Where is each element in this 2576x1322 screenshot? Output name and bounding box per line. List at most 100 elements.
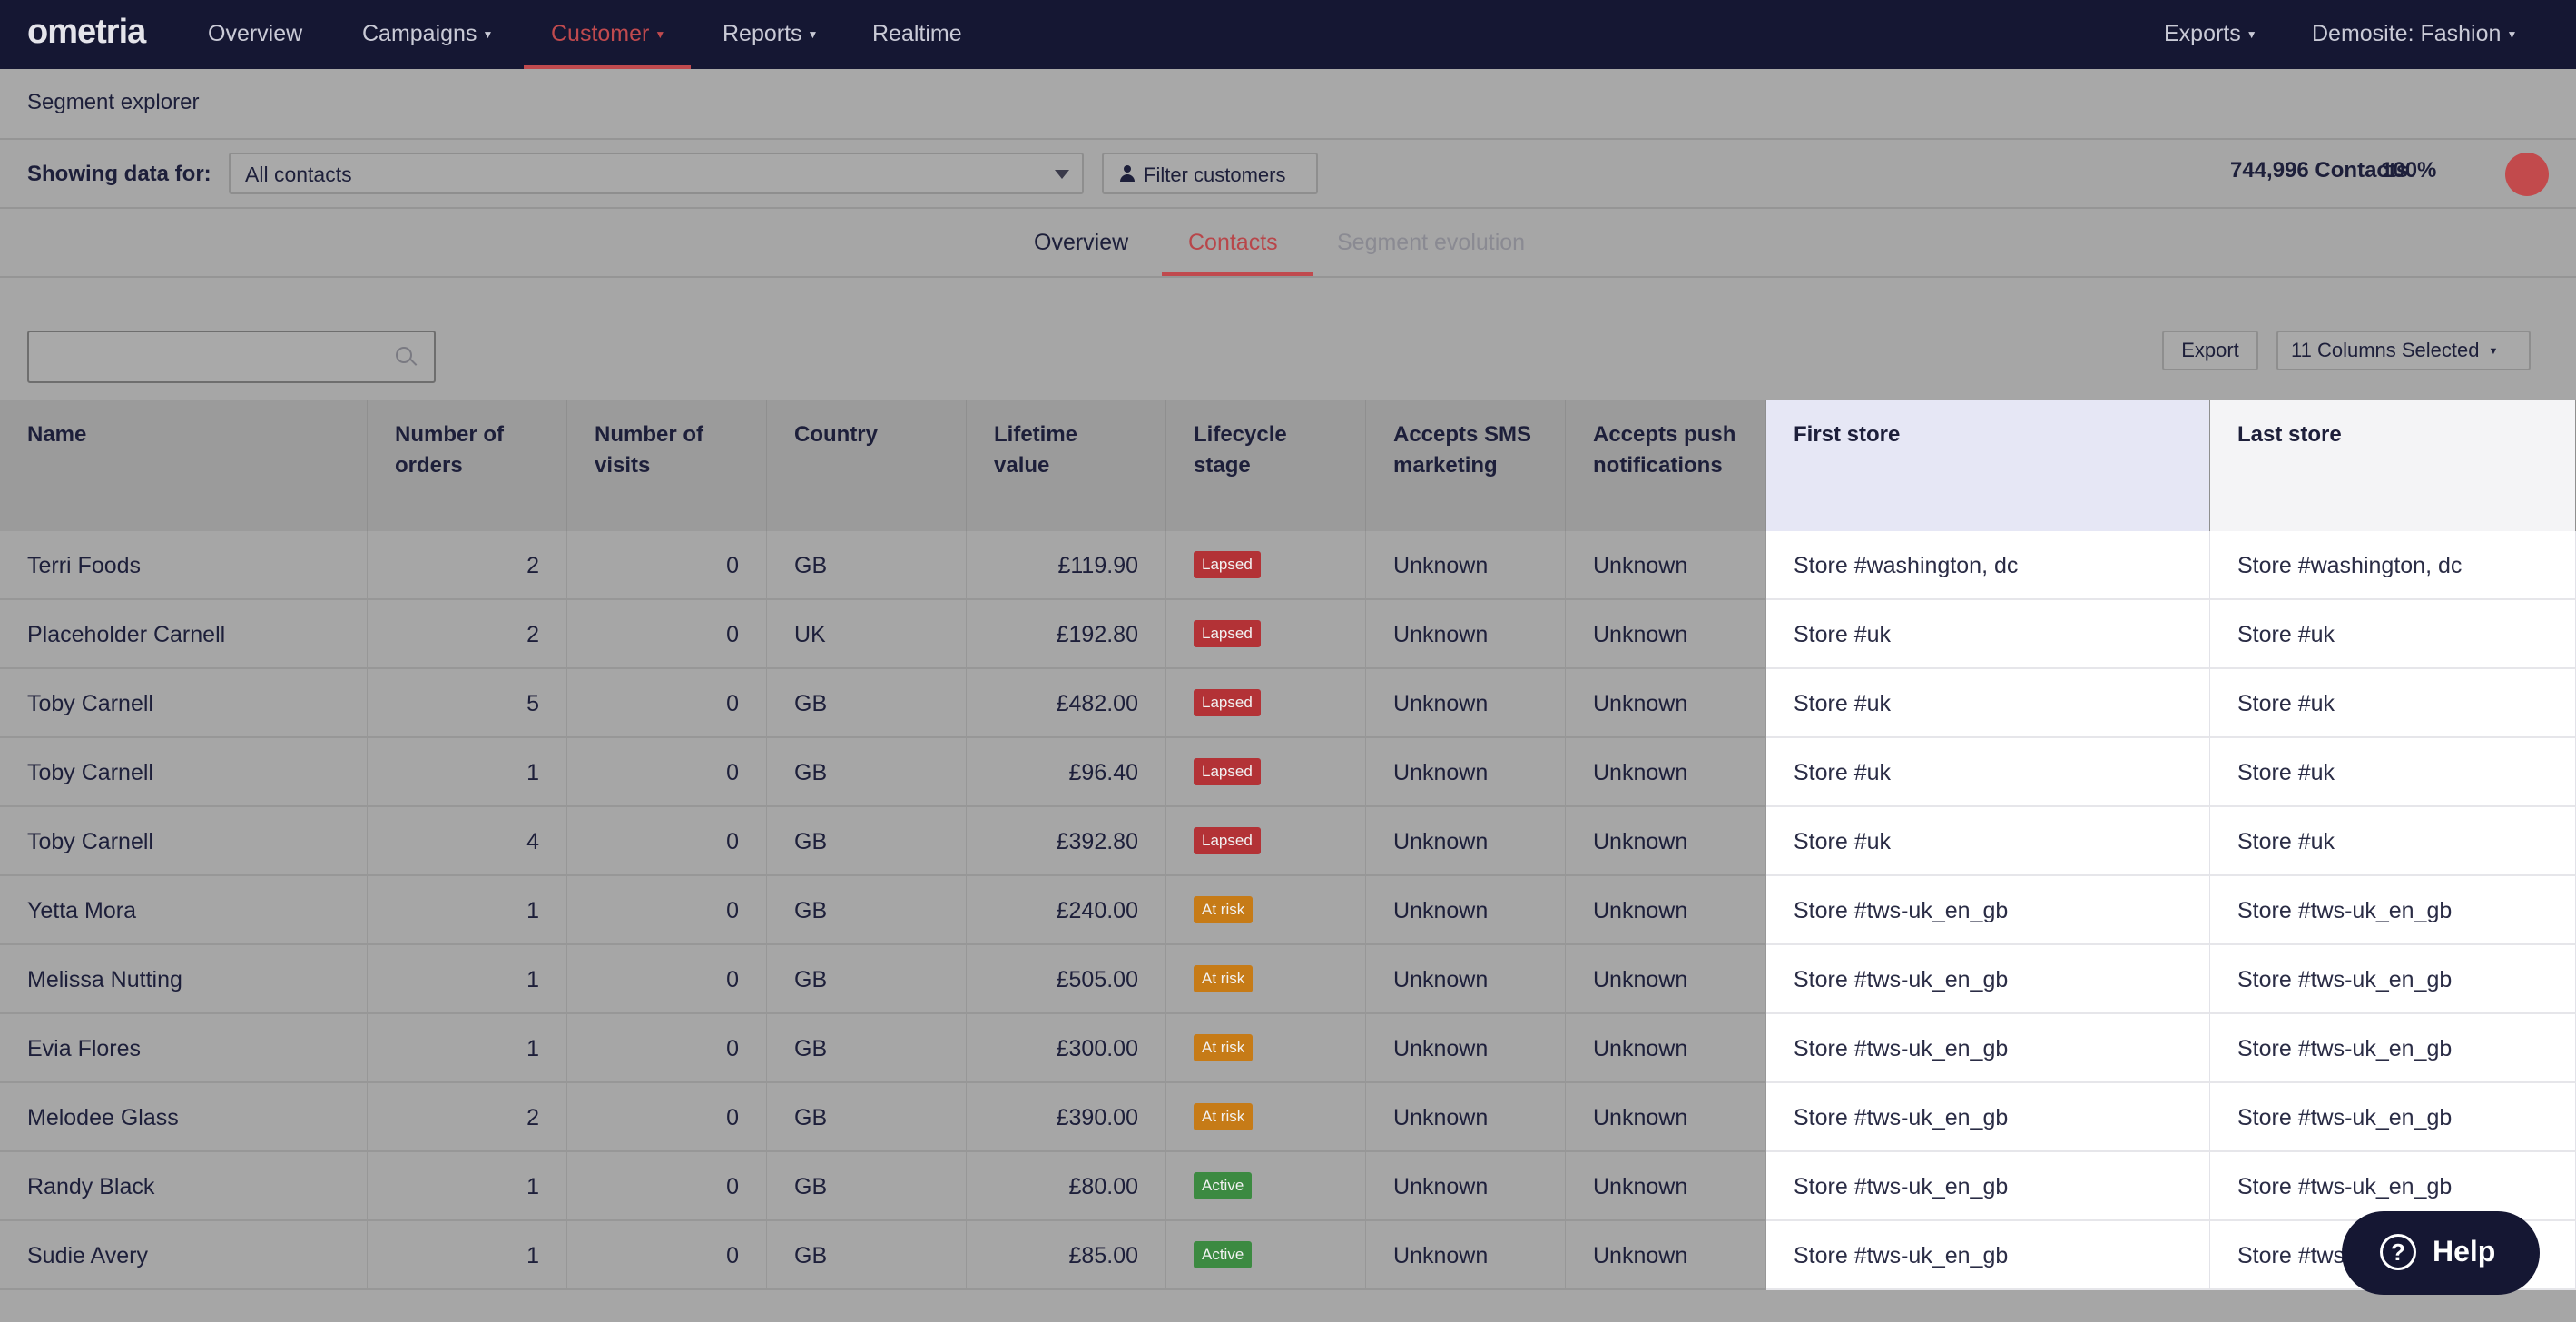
export-button[interactable]: Export — [2162, 330, 2258, 370]
active-tab-indicator — [1162, 272, 1313, 276]
table-row[interactable]: Placeholder Carnell 2 0 UK £192.80 Lapsed Unkn… — [0, 600, 2576, 669]
search-icon[interactable] — [396, 347, 418, 369]
columns-selector-button[interactable]: 11 Columns Selected ▼ — [2276, 330, 2531, 370]
col-first-store-cell: Store #tws-uk_en_gb — [1766, 1083, 2210, 1152]
col-country-cell: GB — [767, 1152, 967, 1221]
table-row[interactable]: Terri Foods 2 0 GB £119.90 Lapsed Unknown Unkno… — [0, 531, 2576, 600]
col-visits-cell: 0 — [567, 1083, 767, 1152]
col-accepts-sms-cell: Unknown — [1366, 807, 1566, 876]
col-first-store-header[interactable]: First store — [1766, 400, 2210, 531]
col-accepts-push-cell: Unknown — [1566, 876, 1766, 945]
col-orders-cell: 1 — [368, 1221, 567, 1290]
nav-realtime[interactable]: Realtime — [872, 21, 962, 46]
nav-overview[interactable]: Overview — [208, 21, 303, 46]
table-row[interactable]: Toby Carnell 1 0 GB £96.40 Lapsed Unknown Unkno… — [0, 738, 2576, 807]
lifecycle-stage-badge: At risk — [1194, 1103, 1254, 1131]
table-row[interactable]: Melodee Glass 2 0 GB £390.00 At risk Unknown Un… — [0, 1083, 2576, 1152]
col-country-cell: GB — [767, 945, 967, 1014]
col-last-store-cell: Store #tws-uk_en_gb — [2210, 945, 2576, 1014]
nav-reports[interactable]: Reports ▼ — [723, 21, 819, 46]
chevron-down-icon: ▼ — [2506, 28, 2518, 41]
col-first-store-cell: Store #uk — [1766, 738, 2210, 807]
col-visits-header[interactable]: Number of visits — [567, 400, 767, 531]
col-accepts-sms-header[interactable]: Accepts SMS marketing — [1366, 400, 1566, 531]
filter-customers-button[interactable]: Filter customers — [1102, 153, 1318, 194]
segment-select-value: All contacts — [245, 163, 352, 186]
col-lifecycle-stage-cell: Lapsed — [1166, 738, 1366, 807]
lifecycle-stage-badge: Lapsed — [1194, 758, 1261, 786]
col-lifetime-value-cell: £505.00 — [967, 945, 1166, 1014]
question-icon: ? — [2380, 1234, 2416, 1270]
col-last-store-header[interactable]: Last store — [2210, 400, 2576, 531]
col-country-cell: GB — [767, 531, 967, 600]
col-visits-cell: 0 — [567, 531, 767, 600]
segment-filter-bar: Showing data for: All contacts Filter cu… — [0, 140, 2576, 209]
table-row[interactable]: Melissa Nutting 1 0 GB £505.00 At risk Unknown… — [0, 945, 2576, 1014]
col-orders-header[interactable]: Number of orders — [368, 400, 567, 531]
col-country-cell: GB — [767, 1221, 967, 1290]
nav-campaigns[interactable]: Campaigns ▼ — [362, 21, 494, 46]
col-lifecycle-stage-cell: Lapsed — [1166, 669, 1366, 738]
col-country-cell: GB — [767, 669, 967, 738]
col-first-store-cell: Store #tws-uk_en_gb — [1766, 1152, 2210, 1221]
col-lifecycle-stage-cell: Lapsed — [1166, 531, 1366, 600]
tab-segment-evolution[interactable]: Segment evolution — [1337, 230, 1526, 255]
col-lifetime-value-cell: £392.80 — [967, 807, 1166, 876]
table-row[interactable]: Toby Carnell 4 0 GB £392.80 Lapsed Unknown Unkn… — [0, 807, 2576, 876]
help-button[interactable]: ? Help — [2342, 1211, 2540, 1295]
col-country-cell: GB — [767, 876, 967, 945]
col-accepts-push-cell: Unknown — [1566, 1152, 1766, 1221]
table-row[interactable]: Randy Black 1 0 GB £80.00 Active Unknown Unknow… — [0, 1152, 2576, 1221]
table-row[interactable]: Sudie Avery 1 0 GB £85.00 Active Unknown Unknow… — [0, 1221, 2576, 1290]
col-country-cell: UK — [767, 600, 967, 669]
col-accepts-push-cell: Unknown — [1566, 669, 1766, 738]
table-header: Name Number of orders Number of visits Coun… — [0, 400, 2576, 531]
top-navbar: ometria Overview Campaigns ▼ Customer ▼ Re… — [0, 0, 2576, 69]
col-orders-cell: 1 — [368, 1152, 567, 1221]
col-accepts-sms-cell: Unknown — [1366, 1152, 1566, 1221]
col-lifetime-value-cell: £80.00 — [967, 1152, 1166, 1221]
col-first-store-cell: Store #tws-uk_en_gb — [1766, 1014, 2210, 1083]
segment-select[interactable]: All contacts — [229, 153, 1084, 194]
col-visits-cell: 0 — [567, 807, 767, 876]
col-orders-cell: 4 — [368, 807, 567, 876]
tab-overview[interactable]: Overview — [1034, 230, 1129, 255]
col-name-cell: Placeholder Carnell — [0, 600, 368, 669]
nav-exports[interactable]: Exports ▼ — [2164, 21, 2257, 46]
col-lifetime-value-cell: £119.90 — [967, 531, 1166, 600]
col-first-store-cell: Store #tws-uk_en_gb — [1766, 945, 2210, 1014]
nav-account-switcher[interactable]: Demosite: Fashion ▼ — [2312, 21, 2518, 46]
col-accepts-push-header[interactable]: Accepts push notifications — [1566, 400, 1766, 531]
chevron-down-icon: ▼ — [807, 28, 819, 41]
col-last-store-cell: Store #uk — [2210, 600, 2576, 669]
col-lifecycle-stage-header[interactable]: Lifecycle stage — [1166, 400, 1366, 531]
col-visits-cell: 0 — [567, 669, 767, 738]
col-visits-cell: 0 — [567, 1152, 767, 1221]
col-lifecycle-stage-cell: Active — [1166, 1152, 1366, 1221]
col-name-cell: Randy Black — [0, 1152, 368, 1221]
col-name-header[interactable]: Name — [0, 400, 368, 531]
col-orders-cell: 2 — [368, 600, 567, 669]
col-lifetime-value-cell: £192.80 — [967, 600, 1166, 669]
table-row[interactable]: Yetta Mora 1 0 GB £240.00 At risk Unknown Unkno… — [0, 876, 2576, 945]
col-country-cell: GB — [767, 1083, 967, 1152]
tab-contacts[interactable]: Contacts — [1188, 230, 1278, 255]
col-name-cell: Toby Carnell — [0, 669, 368, 738]
col-lifetime-value-header[interactable]: Lifetime value — [967, 400, 1166, 531]
nav-customer[interactable]: Customer ▼ — [523, 0, 692, 69]
col-orders-cell: 1 — [368, 738, 567, 807]
col-country-header[interactable]: Country — [767, 400, 967, 531]
col-accepts-sms-cell: Unknown — [1366, 531, 1566, 600]
col-name-cell: Toby Carnell — [0, 738, 368, 807]
search-input[interactable] — [29, 332, 392, 381]
col-lifetime-value-cell: £300.00 — [967, 1014, 1166, 1083]
col-lifetime-value-cell: £96.40 — [967, 738, 1166, 807]
col-name-cell: Sudie Avery — [0, 1221, 368, 1290]
table-row[interactable]: Toby Carnell 5 0 GB £482.00 Lapsed Unknown Unkn… — [0, 669, 2576, 738]
table-row[interactable]: Evia Flores 1 0 GB £300.00 At risk Unknown Unkn… — [0, 1014, 2576, 1083]
search-field[interactable] — [27, 330, 436, 383]
col-accepts-push-cell: Unknown — [1566, 1014, 1766, 1083]
col-accepts-sms-cell: Unknown — [1366, 669, 1566, 738]
ometria-logo[interactable]: ometria — [27, 13, 146, 51]
col-accepts-sms-cell: Unknown — [1366, 1014, 1566, 1083]
